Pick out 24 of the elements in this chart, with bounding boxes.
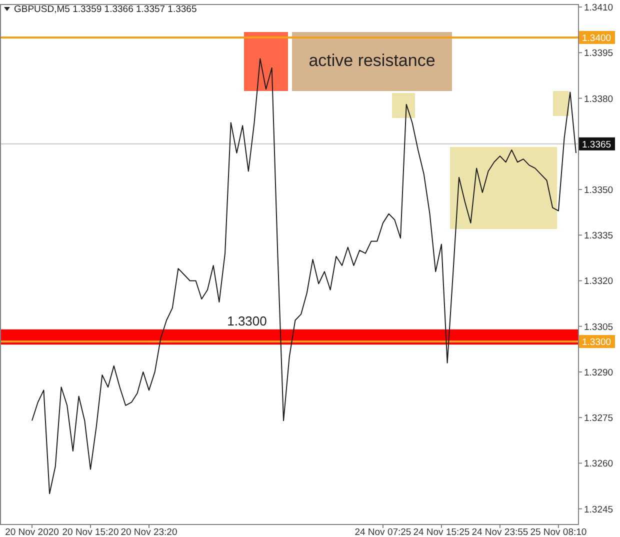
y-tick-label: 1.3410 — [584, 2, 614, 14]
annotation: active resistance — [308, 51, 436, 70]
y-tick-label: 1.3350 — [584, 184, 614, 196]
y-tick-label: 1.3260 — [584, 458, 614, 470]
x-tick-label: 24 Nov 23:55 — [472, 527, 528, 537]
y-tick-label: 1.3395 — [584, 48, 614, 60]
chart-title: GBPUSD,M5 1.3359 1.3366 1.3357 1.3365 — [14, 4, 197, 15]
x-tick-label: 20 Nov 15:20 — [62, 527, 119, 537]
ref-line-label: 1.3300 — [582, 337, 612, 348]
y-tick-label: 1.3380 — [584, 94, 614, 105]
x-tick-label: 20 Nov 2020 — [5, 527, 59, 537]
ref-line-label: 1.3400 — [582, 32, 612, 44]
y-tick-label: 1.3245 — [584, 504, 614, 516]
band-label: 1.3300 — [227, 313, 267, 328]
y-tick-label: 1.3320 — [584, 276, 614, 288]
x-tick-label: 25 Nov 08:10 — [530, 527, 587, 537]
ref-line-label: 1.3365 — [582, 139, 612, 150]
y-tick-label: 1.3275 — [584, 413, 614, 424]
y-tick-label: 1.3335 — [584, 230, 614, 242]
y-tick-label: 1.3290 — [584, 367, 614, 378]
y-tick-label: 1.3305 — [584, 322, 614, 333]
x-tick-label: 24 Nov 15:25 — [413, 527, 470, 537]
x-tick-label: 20 Nov 23:20 — [120, 527, 178, 537]
x-tick-label: 24 Nov 07:25 — [354, 527, 412, 537]
